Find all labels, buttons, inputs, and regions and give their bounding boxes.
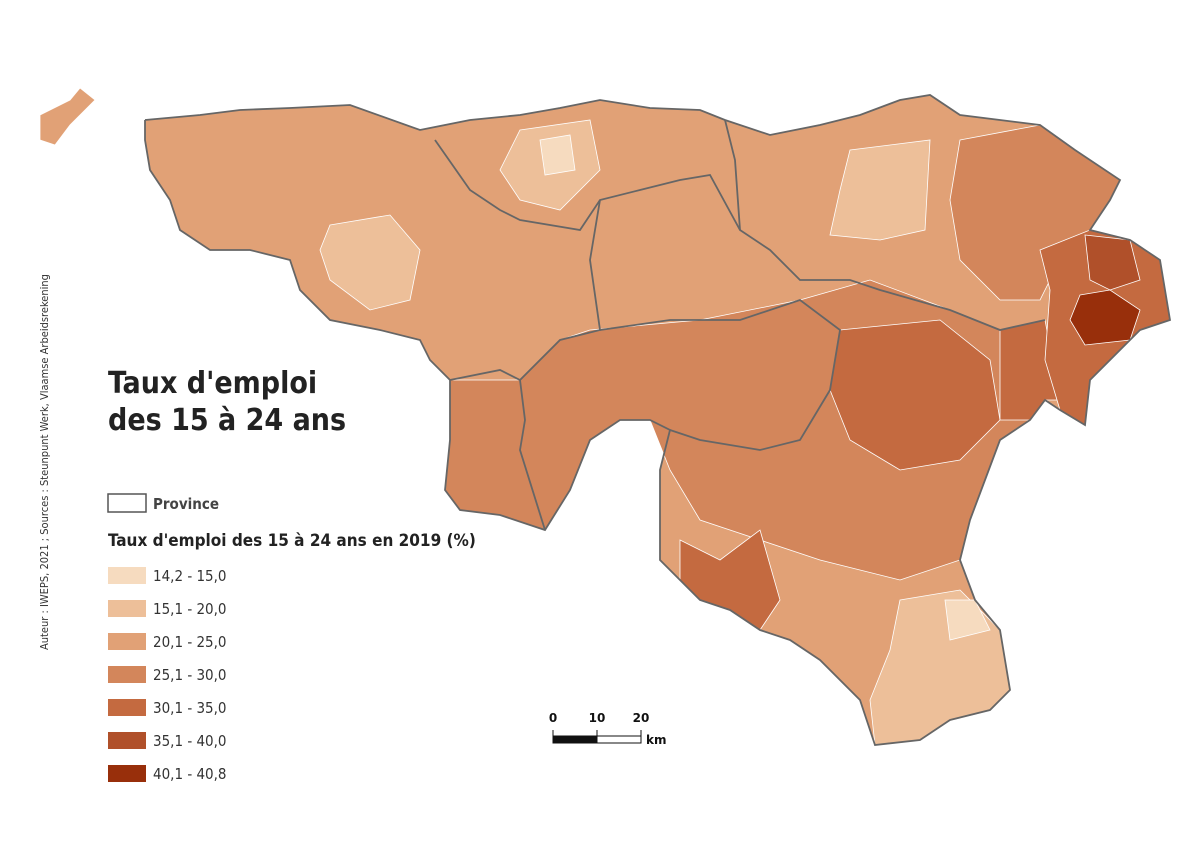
- legend-swatch: [108, 633, 146, 650]
- province-border: [519, 379, 546, 531]
- region: [1084, 234, 1141, 291]
- source-note: Auteur : IWEPS, 2021 ; Sources : Steunpu…: [38, 274, 51, 650]
- legend-label: 14,2 - 15,0: [153, 567, 227, 585]
- legend-label: 20,1 - 25,0: [153, 633, 227, 651]
- legend-swatch: [108, 732, 146, 749]
- scale-tick-label: 10: [589, 711, 606, 725]
- province-border: [724, 119, 741, 231]
- legend-label: 15,1 - 20,0: [153, 600, 227, 618]
- province-border: [434, 139, 1046, 331]
- map-title: Taux d'emploi: [108, 366, 317, 401]
- scale-bar: 0 10 20 km: [549, 711, 667, 747]
- region: [539, 134, 576, 176]
- region: [39, 87, 96, 146]
- scale-segment: [596, 735, 642, 744]
- region: [944, 599, 991, 641]
- legend-label: 30,1 - 35,0: [153, 699, 227, 717]
- scale-tick-label: 20: [633, 711, 650, 725]
- region: [829, 139, 931, 241]
- map-title: des 15 à 24 ans: [108, 403, 346, 438]
- province-border: [599, 298, 841, 451]
- legend-swatch: [108, 765, 146, 782]
- region: [319, 214, 421, 311]
- province-border: [449, 199, 602, 382]
- province-border: [144, 94, 1172, 746]
- legend-swatch: [108, 666, 146, 683]
- province-swatch: [107, 493, 147, 513]
- scale-segment: [552, 735, 598, 744]
- legend-label: 40,1 - 40,8: [153, 765, 227, 783]
- legend-swatch: [108, 567, 146, 584]
- legend: 14,2 - 15,0 15,1 - 20,0 20,1 - 25,0 25,1 - …: [108, 567, 227, 783]
- map: [39, 87, 1172, 746]
- legend-province: Province: [153, 495, 219, 513]
- legend-swatch: [108, 600, 146, 617]
- scale-tick-label: 0: [549, 711, 557, 725]
- legend-label: 35,1 - 40,0: [153, 732, 227, 750]
- scale-unit: km: [646, 733, 666, 747]
- legend-swatch: [108, 699, 146, 716]
- province-borders: [144, 94, 1172, 746]
- legend-heading: Taux d'emploi des 15 à 24 ans en 2019 (%…: [108, 531, 476, 551]
- region: [829, 319, 1001, 471]
- legend-label: 25,1 - 30,0: [153, 666, 227, 684]
